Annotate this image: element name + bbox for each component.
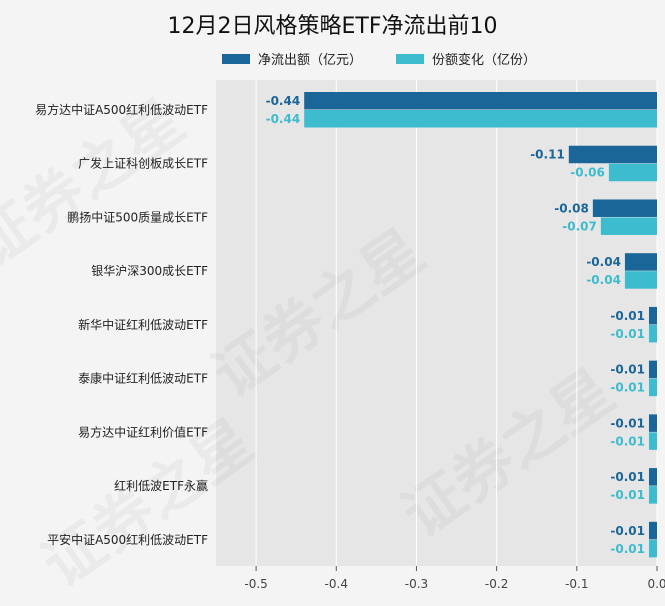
bar-outflow	[648, 306, 657, 325]
bar-outflow	[624, 253, 657, 271]
data-label: -0.01	[610, 524, 645, 538]
data-label: -0.04	[586, 273, 621, 287]
bar-outflow	[592, 199, 657, 217]
data-label: -0.01	[610, 470, 645, 484]
x-tick-label: -0.2	[485, 577, 508, 591]
data-label: -0.01	[610, 416, 645, 430]
legend-swatch-outflow	[222, 53, 250, 64]
data-label: -0.06	[570, 166, 605, 180]
data-label: -0.01	[610, 327, 645, 341]
bar-outflow	[648, 414, 657, 432]
legend-label-outflow: 净流出额（亿元）	[258, 53, 363, 68]
data-label: -0.01	[610, 381, 645, 395]
bar-share-change	[624, 271, 657, 289]
bar-share-change	[608, 163, 657, 182]
data-label: -0.04	[586, 255, 621, 269]
category-label: 银华沪深300成长ETF	[91, 264, 208, 278]
bar-outflow	[304, 92, 657, 110]
data-label: -0.08	[554, 201, 589, 215]
legend-swatch-share-change	[396, 53, 425, 64]
data-label: -0.07	[562, 219, 597, 233]
legend-item-share-change: 份额变化（亿份）	[396, 49, 536, 68]
x-tick-label: -0.1	[565, 577, 588, 591]
bar-share-change	[648, 324, 657, 343]
category-label: 红利低波ETF永赢	[114, 478, 208, 493]
data-label: -0.44	[266, 112, 301, 126]
data-label: -0.44	[266, 94, 301, 108]
category-label: 广发上证科创板成长ETF	[78, 156, 208, 171]
bar-outflow	[648, 468, 657, 486]
data-label: -0.01	[610, 542, 645, 556]
x-tick-label: -0.4	[325, 577, 348, 591]
bar-share-change	[600, 217, 657, 235]
bar-share-change	[648, 539, 657, 558]
data-label: -0.01	[610, 434, 645, 448]
bar-share-change	[304, 110, 657, 128]
data-label: -0.01	[610, 488, 645, 502]
category-label: 易方达中证红利价值ETF	[78, 424, 208, 439]
legend-item-outflow: 净流出额（亿元）	[222, 49, 362, 68]
bar-share-change	[648, 378, 657, 397]
category-label: 易方达中证A500红利低波动ETF	[35, 102, 208, 117]
x-tick-label: -0.5	[244, 577, 267, 591]
legend-label-share-change: 份额变化（亿份）	[432, 53, 537, 68]
bar-outflow	[568, 145, 657, 164]
bar-share-change	[648, 486, 657, 504]
chart-title: 12月2日风格策略ETF净流出前10	[167, 14, 498, 39]
data-label: -0.11	[530, 148, 565, 162]
data-label: -0.01	[610, 363, 645, 377]
data-label: -0.01	[610, 309, 645, 323]
category-label: 平安中证A500红利低波动ETF	[47, 532, 208, 547]
legend: 净流出额（亿元） 份额变化（亿份）	[222, 49, 570, 68]
x-tick-label: 0.0	[647, 577, 665, 591]
bar-outflow	[648, 360, 657, 379]
category-label: 泰康中证红利低波动ETF	[78, 371, 208, 386]
bar-share-change	[648, 432, 657, 450]
x-tick-label: -0.3	[405, 577, 428, 591]
category-label: 新华中证红利低波动ETF	[78, 317, 208, 332]
bar-outflow	[648, 521, 657, 540]
category-label: 鹏扬中证500质量成长ETF	[67, 209, 208, 224]
